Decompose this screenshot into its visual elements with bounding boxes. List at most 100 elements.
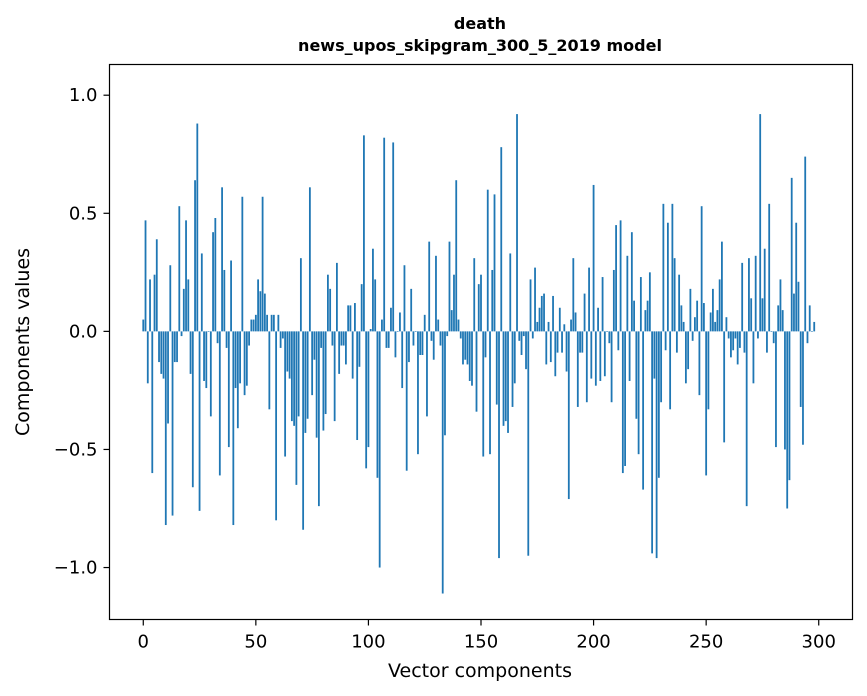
bar-151 (482, 331, 485, 457)
bar-193 (576, 331, 579, 407)
bar-5 (153, 274, 156, 332)
bar-266 (741, 262, 744, 332)
bar-48 (250, 319, 253, 332)
bar-67 (293, 331, 296, 426)
bar-109 (387, 331, 390, 348)
bar-296 (808, 305, 811, 332)
bar-153 (486, 189, 489, 332)
bar-176 (538, 307, 541, 332)
bar-128 (430, 331, 433, 341)
bar-143 (464, 331, 467, 360)
bar-190 (570, 319, 572, 332)
y-axis-label: Components values (12, 248, 34, 436)
bar-291 (797, 281, 800, 332)
bar-189 (567, 331, 570, 500)
bar-251 (707, 331, 710, 410)
bar-6 (155, 239, 158, 332)
bar-34 (218, 331, 221, 476)
bar-121 (414, 331, 417, 332)
bar-25 (198, 331, 201, 511)
bar-147 (473, 258, 476, 332)
bar-61 (279, 331, 282, 348)
bar-170 (525, 331, 527, 370)
bar-175 (536, 321, 539, 332)
bar-294 (804, 156, 807, 332)
bar-59 (275, 331, 278, 521)
bar-117 (405, 331, 408, 471)
bar-179 (545, 331, 548, 365)
bar-280 (772, 331, 775, 344)
bar-71 (302, 331, 305, 530)
bar-157 (495, 331, 498, 405)
bar-286 (786, 331, 789, 509)
bar-12 (169, 265, 172, 332)
bar-228 (655, 331, 658, 559)
x-tick-label: 150 (464, 632, 498, 653)
bar-74 (308, 187, 311, 332)
bar-265 (739, 331, 741, 348)
bar-118 (408, 331, 410, 363)
bar-129 (432, 331, 435, 360)
bar-277 (766, 331, 768, 353)
bar-100 (367, 331, 370, 448)
bar-123 (419, 331, 422, 355)
bar-20 (187, 279, 190, 332)
y-tick-label: 1.0 (69, 85, 98, 106)
bar-63 (284, 331, 287, 457)
bar-49 (252, 319, 255, 332)
bar-30 (209, 331, 212, 417)
bar-64 (286, 331, 289, 372)
bar-221 (639, 277, 642, 332)
bar-267 (743, 331, 746, 353)
bar-83 (329, 288, 332, 332)
bar-207 (608, 331, 611, 344)
bar-254 (714, 321, 717, 332)
bar-238 (678, 274, 681, 332)
bar-81 (324, 331, 327, 415)
bar-9 (162, 331, 165, 379)
bar-253 (712, 288, 714, 332)
bar-43 (239, 331, 241, 384)
bar-8 (160, 331, 163, 374)
bar-73 (306, 331, 309, 419)
bar-239 (680, 305, 683, 332)
bar-236 (673, 258, 676, 332)
bar-220 (637, 331, 640, 455)
bar-112 (394, 331, 397, 358)
bar-241 (684, 331, 687, 384)
bar-225 (648, 272, 651, 332)
bar-84 (331, 331, 334, 346)
bar-88 (340, 331, 343, 346)
bar-213 (621, 331, 624, 474)
bar-90 (345, 331, 347, 365)
bar-196 (583, 293, 586, 332)
bar-86 (336, 262, 338, 332)
bar-186 (561, 331, 563, 353)
bar-199 (590, 331, 593, 379)
bar-246 (696, 300, 699, 332)
bar-263 (734, 331, 737, 339)
bar-47 (248, 331, 250, 346)
bar-182 (552, 295, 554, 332)
bar-262 (732, 331, 735, 351)
bar-35 (221, 187, 223, 332)
bar-137 (450, 310, 453, 332)
bar-62 (281, 331, 284, 339)
bar-130 (435, 255, 437, 332)
bar-0 (142, 319, 145, 332)
ticks-group: 0 50 100 150 200 250 300 1.0 0.5 0.0 −0.5 −1.0 (54, 85, 836, 652)
bar-41 (234, 331, 237, 389)
bar-145 (468, 331, 471, 381)
bar-174 (534, 267, 536, 332)
bar-161 (504, 331, 507, 422)
bar-45 (243, 331, 246, 396)
bar-226 (651, 331, 654, 554)
bar-60 (277, 314, 280, 332)
bar-210 (615, 225, 617, 332)
bar-93 (351, 331, 354, 379)
bar-99 (365, 331, 368, 469)
bar-150 (480, 274, 482, 332)
bar-240 (682, 321, 685, 332)
bar-102 (372, 248, 374, 332)
